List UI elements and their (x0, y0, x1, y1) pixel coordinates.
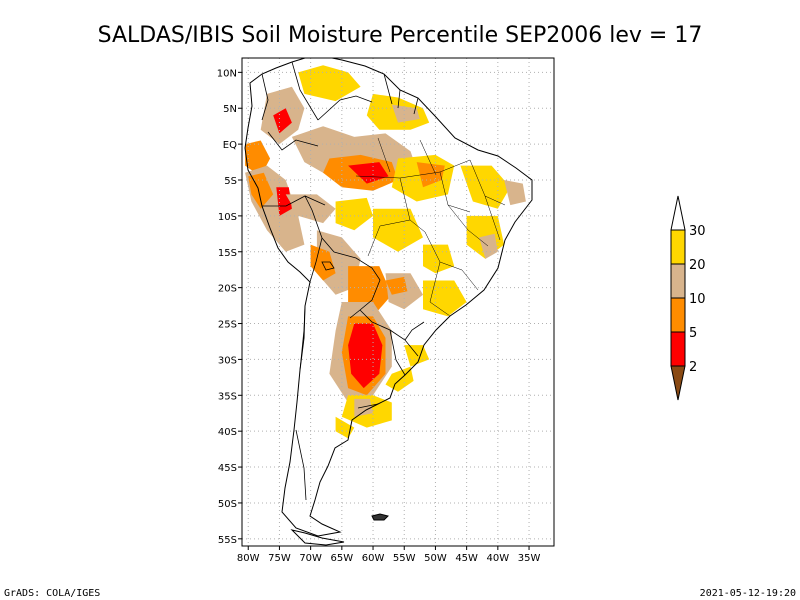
colorbar-box (671, 332, 685, 366)
y-tick-label: 5S (224, 176, 237, 187)
x-tick-label: 40W (487, 553, 510, 564)
x-tick-label: 80W (237, 553, 260, 564)
colorbar-label: 10 (689, 292, 706, 307)
y-tick-label: 35S (218, 391, 237, 402)
y-tick-label: 45S (218, 463, 237, 474)
y-tick-label: 10S (218, 212, 237, 223)
region-northeast-coast (504, 180, 526, 205)
colorbar-box (671, 264, 685, 298)
y-tick-label: 15S (218, 248, 237, 259)
y-tick-label: 40S (218, 427, 237, 438)
region-northeast-brazil (460, 166, 510, 209)
region-southeast-brazil (423, 281, 467, 317)
y-tick-label: 55S (218, 535, 237, 546)
footer-left: GrADS: COLA/IGES (4, 588, 100, 599)
y-tick-label: 10N (217, 68, 237, 79)
colorbar-top-arrow (671, 196, 685, 230)
malvinas (372, 514, 388, 520)
map-figure: SALDAS/IBIS Soil Moisture Percentile SEP… (0, 0, 800, 600)
soil-moisture-field (245, 65, 526, 438)
colorbar-box (671, 298, 685, 332)
y-tick-label: 50S (218, 499, 237, 510)
colorbar-label: 2 (689, 360, 697, 375)
footer-right: 2021-05-12-19:20 (700, 588, 796, 599)
region-venezuela (298, 65, 360, 101)
colorbar-label: 20 (689, 258, 706, 273)
map-title: SALDAS/IBIS Soil Moisture Percentile SEP… (98, 23, 703, 48)
colorbar-label: 5 (689, 326, 697, 341)
y-tick-label: 30S (218, 355, 237, 366)
x-tick-label: 50W (424, 553, 447, 564)
x-tick-label: 55W (393, 553, 416, 564)
y-tick-label: 5N (223, 104, 237, 115)
x-tick-label: 75W (268, 553, 291, 564)
colorbar: 30 20 10 5 2 (671, 196, 706, 400)
x-axis-ticks: 80W 75W 70W 65W 60W 55W 50W 45W 40W 35W (237, 546, 541, 564)
y-tick-label: 20S (218, 284, 237, 295)
region-mato-grosso (373, 209, 423, 252)
x-tick-label: 65W (331, 553, 354, 564)
colorbar-box (671, 230, 685, 264)
y-tick-label: EQ (223, 140, 237, 151)
x-tick-label: 35W (518, 553, 541, 564)
x-tick-label: 70W (299, 553, 322, 564)
y-tick-label: 25S (218, 320, 237, 331)
region-rondonia (336, 198, 373, 230)
y-axis-ticks: 10N 5N EQ 5S 10S 15S 20S 25S 30S 35S 40S 45S 50S 55S (217, 68, 242, 545)
colorbar-label: 30 (689, 224, 706, 239)
x-tick-label: 45W (455, 553, 478, 564)
x-tick-label: 60W (362, 553, 385, 564)
colorbar-bottom-arrow (671, 366, 685, 400)
